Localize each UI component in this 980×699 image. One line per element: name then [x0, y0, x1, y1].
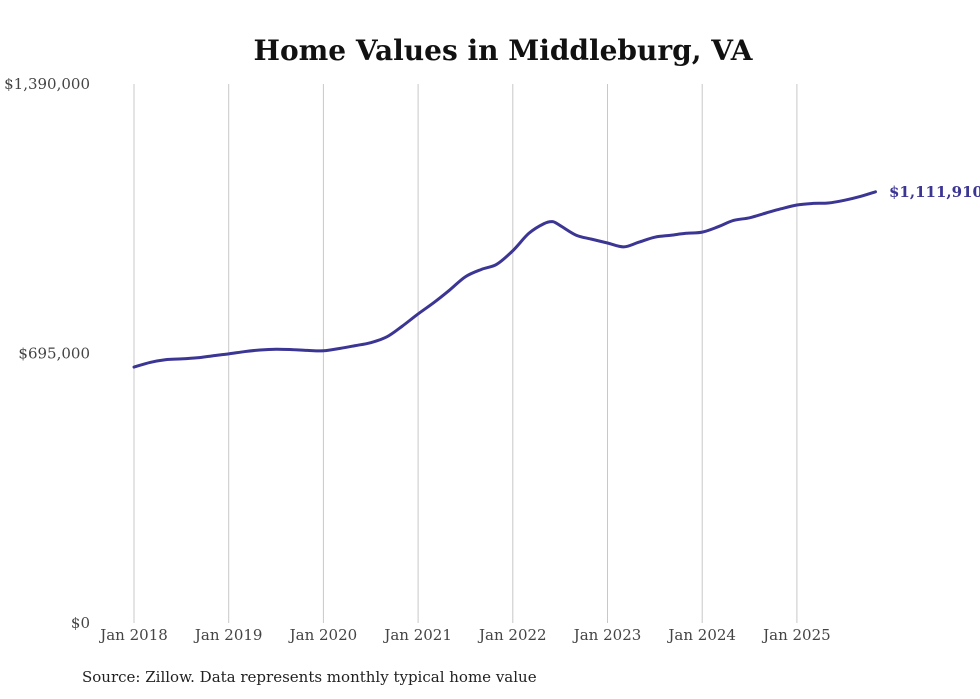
y-axis-ticks: $0 $695,000 $1,390,000 [4, 75, 90, 632]
x-tick-label: Jan 2025 [761, 626, 831, 644]
y-tick-label: $695,000 [18, 345, 90, 363]
x-tick-label: Jan 2024 [666, 626, 736, 644]
x-tick-label: Jan 2023 [572, 626, 642, 644]
series-line-0 [132, 190, 877, 369]
x-tick-label: Jan 2019 [193, 626, 263, 644]
x-tick-label: Jan 2022 [477, 626, 547, 644]
y-tick-label: $0 [71, 614, 90, 632]
source-note: Source: Zillow. Data represents monthly … [82, 668, 537, 686]
x-tick-label: Jan 2020 [288, 626, 358, 644]
x-axis-ticks: Jan 2018 Jan 2019 Jan 2020 Jan 2021 Jan 2022… [98, 626, 830, 644]
series-layer [132, 190, 877, 369]
end-value-label: $1,111,910 [889, 183, 980, 201]
y-tick-label: $1,390,000 [4, 75, 90, 93]
x-tick-label: Jan 2018 [98, 626, 168, 644]
chart-title: Home Values in Middleburg, VA [254, 34, 754, 67]
x-tick-label: Jan 2021 [382, 626, 452, 644]
gridlines [133, 84, 798, 623]
